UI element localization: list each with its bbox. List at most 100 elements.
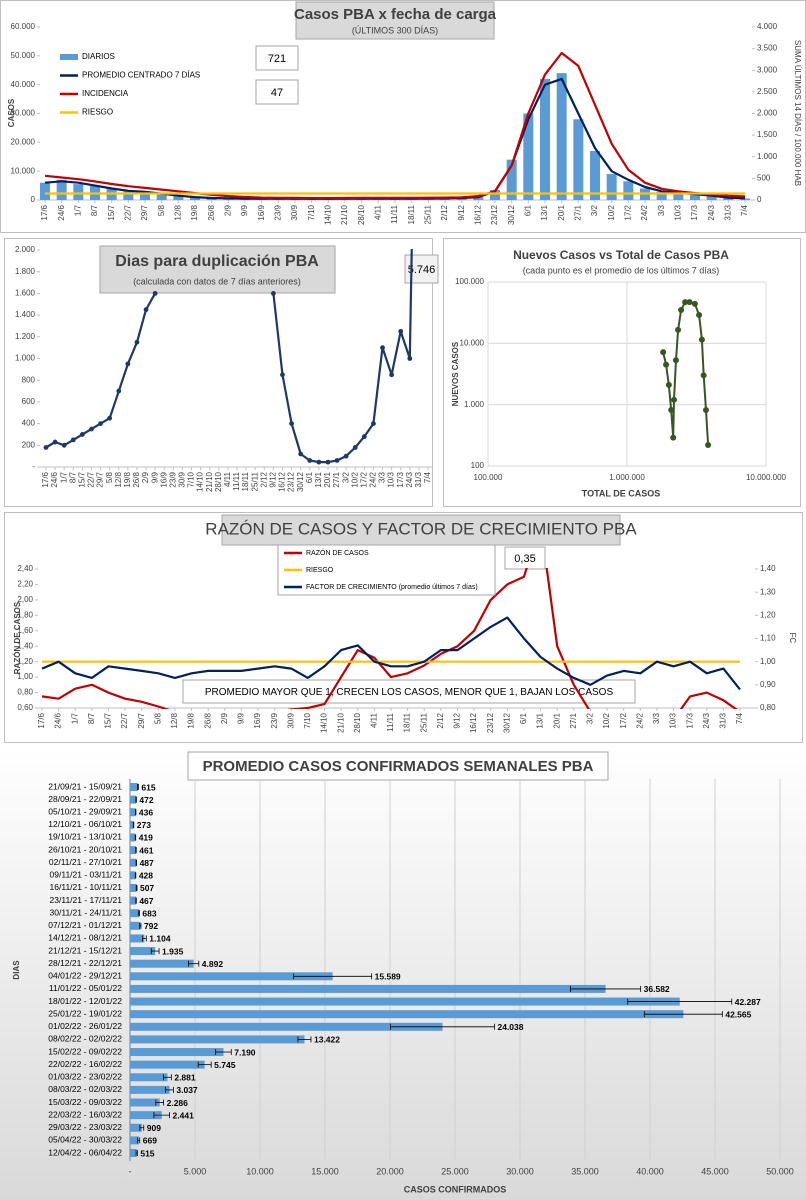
y-tick-label: 12/10/21 - 06/10/21 bbox=[48, 819, 122, 829]
bar bbox=[130, 820, 134, 829]
y-tick-label: 15/02/22 - 09/02/22 bbox=[48, 1046, 122, 1056]
y-tick-label: 0 bbox=[31, 195, 36, 204]
x-tick-label: 19/8 bbox=[190, 204, 199, 220]
y-tick-label: 1.400 bbox=[15, 310, 36, 319]
value-label: 2.881 bbox=[174, 1073, 196, 1083]
x-tick-label: 7/10 bbox=[187, 471, 196, 487]
value-label: 1.104 bbox=[149, 934, 171, 944]
y-tick-label: 22/02/22 - 16/02/22 bbox=[48, 1059, 122, 1069]
bar bbox=[190, 197, 200, 200]
y-axis-label: NUEVOS CASOS bbox=[451, 341, 460, 406]
x-tick-label: 28/10 bbox=[214, 471, 223, 492]
x-tick-label: 17/3 bbox=[685, 712, 694, 728]
y2-axis-label: SUMA ÚLTIMOS 14 DÍAS / 100.000 HAB bbox=[793, 40, 802, 186]
x-tick-label: 18/11 bbox=[241, 471, 250, 491]
y-tick-label: 1.800 bbox=[15, 267, 36, 276]
value-label: 273 bbox=[137, 820, 151, 830]
y-tick-label: 0,80 bbox=[17, 688, 33, 697]
y-tick-label: - bbox=[32, 462, 35, 471]
marker bbox=[307, 458, 313, 463]
x-tick-label: 15/7 bbox=[77, 471, 86, 487]
x-tick-label: - bbox=[129, 1166, 132, 1176]
x-tick-label: 17/6 bbox=[37, 712, 46, 728]
line bbox=[44, 51, 746, 200]
legend-label: RIESGO bbox=[82, 108, 113, 117]
point bbox=[691, 300, 698, 307]
marker bbox=[52, 439, 58, 445]
y2-tick-label: 1,00 bbox=[760, 657, 776, 666]
x-tick-label: 5/8 bbox=[105, 471, 114, 483]
marker bbox=[43, 445, 49, 450]
bar bbox=[130, 808, 136, 817]
marker bbox=[116, 388, 122, 394]
legend-label: DIARIOS bbox=[82, 52, 115, 61]
x-tick-label: 5/8 bbox=[157, 204, 166, 216]
point bbox=[660, 349, 667, 356]
y-tick-label: 400 bbox=[22, 419, 36, 428]
y-axis-label: DIAS bbox=[12, 960, 21, 980]
x-tick-label: 7/4 bbox=[735, 712, 744, 724]
x-tick-label: 2/9 bbox=[223, 204, 232, 216]
x-tick-label: 22/7 bbox=[123, 204, 132, 220]
bar bbox=[130, 1098, 160, 1107]
x-tick-label: 16/12 bbox=[278, 471, 287, 492]
chart-title: PROMEDIO CASOS CONFIRMADOS SEMANALES PBA bbox=[203, 758, 594, 775]
x-tick-label: 14/10 bbox=[196, 471, 205, 492]
x-tick-label: 1/7 bbox=[70, 712, 79, 724]
marker bbox=[270, 291, 276, 296]
marker bbox=[334, 458, 340, 463]
x-tick-label: 31/3 bbox=[723, 204, 732, 220]
y-tick-label: 1,60 bbox=[17, 626, 33, 635]
y-tick-label: 22/03/22 - 16/03/22 bbox=[48, 1109, 122, 1119]
x-tick-label: 24/6 bbox=[57, 204, 66, 220]
bar bbox=[490, 189, 500, 200]
y2-tick-label: 0 bbox=[757, 195, 762, 204]
x-tick-label: 17/6 bbox=[41, 471, 50, 487]
value-label: 909 bbox=[147, 1123, 161, 1133]
y-tick-label: 1,80 bbox=[17, 610, 33, 619]
y-tick-label: 25/01/22 - 19/01/22 bbox=[48, 1008, 122, 1018]
bar bbox=[130, 997, 680, 1006]
x-tick-label: 45.000 bbox=[701, 1166, 729, 1176]
bar bbox=[740, 198, 750, 200]
y-axis-label: CASOS bbox=[7, 98, 16, 127]
x-tick-label: 100.000 bbox=[474, 473, 503, 482]
x-tick-label: 20/1 bbox=[557, 204, 566, 220]
bar bbox=[506, 159, 517, 200]
bar bbox=[130, 871, 136, 880]
x-axis-label: TOTAL DE CASOS bbox=[582, 488, 661, 498]
y2-tick-label: 0,90 bbox=[760, 680, 776, 689]
y-tick-label: 100.000 bbox=[455, 277, 484, 286]
bar bbox=[156, 194, 167, 200]
y2-tick-label: 4.000 bbox=[757, 22, 778, 31]
x-tick-label: 1/7 bbox=[59, 471, 68, 483]
y-tick-label: 09/11/21 - 03/11/21 bbox=[50, 870, 123, 880]
y-tick-label: 12/04/22 - 06/04/22 bbox=[48, 1147, 122, 1157]
value-label: 24.038 bbox=[497, 1022, 523, 1032]
y-tick-label: 30/11/21 - 24/11/21 bbox=[50, 907, 123, 917]
bar bbox=[623, 181, 634, 200]
x-tick-label: 13/1 bbox=[536, 712, 545, 728]
y-tick-label: 1.000 bbox=[464, 400, 485, 409]
marker bbox=[407, 356, 413, 361]
y2-tick-label: 1,20 bbox=[760, 610, 776, 619]
legend-label: RIESGO bbox=[306, 567, 334, 574]
marker bbox=[380, 345, 385, 351]
y-tick-label: 07/12/21 - 01/12/21 bbox=[48, 920, 122, 930]
x-tick-label: 17/2 bbox=[359, 471, 368, 487]
marker bbox=[371, 421, 376, 426]
x-tick-label: 9/9 bbox=[240, 204, 249, 216]
bar bbox=[473, 196, 484, 200]
x-tick-label: 30/9 bbox=[286, 712, 295, 728]
point bbox=[705, 441, 712, 448]
bar bbox=[123, 191, 134, 200]
x-tick-label: 30/12 bbox=[296, 471, 305, 492]
y-tick-label: 50.000 bbox=[11, 51, 36, 60]
x-tick-label: 25/11 bbox=[250, 471, 259, 491]
y-tick-label: 60.000 bbox=[11, 22, 36, 31]
marker bbox=[343, 453, 349, 459]
y2-tick-label: 2.500 bbox=[757, 87, 778, 96]
chart-title: RAZÓN DE CASOS Y FACTOR DE CRECIMIENTO P… bbox=[205, 519, 637, 538]
value-label: 13.422 bbox=[314, 1035, 340, 1045]
x-tick-label: 10/2 bbox=[350, 471, 359, 487]
